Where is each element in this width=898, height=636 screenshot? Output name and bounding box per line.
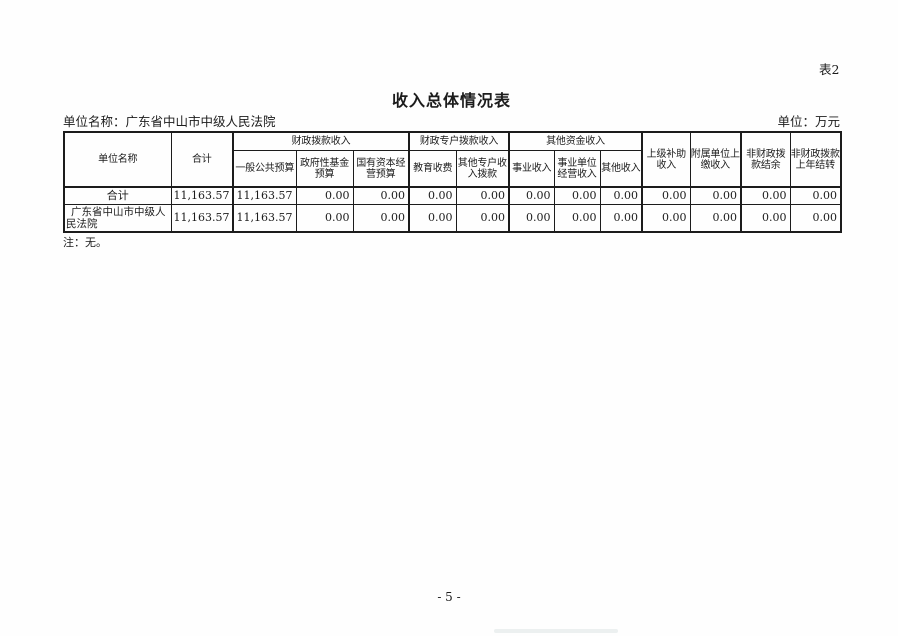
cell-education-fees: 0.00	[408, 186, 457, 205]
corner-label: 表2	[819, 62, 840, 77]
header-affiliated-units: 附属单位上缴收入	[689, 131, 742, 188]
header-superior-subsidy: 上级补助收入	[641, 131, 691, 188]
cell-non-fiscal-carryover: 0.00	[789, 186, 842, 205]
header-other-special-account: 其他专户收入拨款	[455, 150, 510, 188]
group-header-row: 单位名称 合计 财政拨款收入 财政专户拨款收入 其他资金收入 上级补助收入 附属…	[63, 131, 842, 188]
cell-other-income: 0.00	[599, 204, 643, 233]
header-business-income: 事业收入	[508, 150, 555, 188]
header-other-income: 其他收入	[599, 150, 643, 188]
cell-non-fiscal-carryover: 0.00	[789, 204, 842, 233]
cell-superior-subsidy: 0.00	[641, 204, 691, 233]
cell-business-income: 0.00	[508, 204, 555, 233]
cell-govt-fund-budget: 0.00	[295, 186, 354, 205]
cell-other-special-account: 0.00	[455, 186, 510, 205]
unit-name-label: 单位名称：广东省中山市中级人民法院	[63, 114, 276, 129]
cell-general-public-budget: 11,163.57	[232, 204, 297, 233]
income-table: 单位名称 合计 财政拨款收入 财政专户拨款收入 其他资金收入 上级补助收入 附属…	[63, 131, 843, 233]
header-non-fiscal-balance: 非财政拨款结余	[740, 131, 791, 188]
header-non-fiscal-carryover: 非财政拨款上年结转	[789, 131, 842, 188]
header-special-account-group: 财政专户拨款收入	[408, 131, 510, 151]
header-business-operating-income: 事业单位经营收入	[553, 150, 601, 188]
table-row-total: 合计 11,163.57 11,163.57 0.00 0.00 0.00 0.…	[63, 186, 842, 205]
table-row-court: 广东省中山市中级人民法院 11,163.57 11,163.57 0.00 0.…	[63, 204, 842, 233]
meta-row: 单位名称：广东省中山市中级人民法院 单位：万元	[63, 111, 840, 130]
cell-superior-subsidy: 0.00	[641, 186, 691, 205]
cell-total: 11,163.57	[170, 204, 234, 233]
cell-business-income: 0.00	[508, 186, 555, 205]
header-fiscal-group: 财政拨款收入	[231, 131, 410, 151]
sub-header-row: 一般公共预算 政府性基金预算 国有资本经营预算 教育收费 其他专户收入拨款 事业…	[64, 150, 841, 188]
scan-artifact	[494, 629, 618, 633]
header-state-capital-budget: 国有资本经营预算	[352, 150, 410, 188]
header-education-fees: 教育收费	[408, 150, 457, 188]
cell-other-income: 0.00	[599, 186, 643, 205]
header-general-public-budget: 一般公共预算	[232, 150, 297, 188]
header-unit-name: 单位名称	[63, 131, 172, 188]
cell-business-operating-income: 0.00	[553, 186, 601, 205]
cell-state-capital-budget: 0.00	[352, 186, 410, 205]
cell-state-capital-budget: 0.00	[352, 204, 410, 233]
cell-business-operating-income: 0.00	[553, 204, 601, 233]
cell-non-fiscal-balance: 0.00	[740, 186, 791, 205]
note: 注：无。	[63, 236, 107, 249]
row-label: 广东省中山市中级人民法院	[63, 204, 172, 233]
cell-affiliated-units: 0.00	[689, 186, 742, 205]
header-total: 合计	[170, 131, 234, 188]
cell-affiliated-units: 0.00	[689, 204, 742, 233]
unit-label: 单位：万元	[777, 114, 840, 129]
cell-non-fiscal-balance: 0.00	[740, 204, 791, 233]
cell-general-public-budget: 11,163.57	[232, 186, 297, 205]
cell-other-special-account: 0.00	[455, 204, 510, 233]
row-label: 合计	[63, 186, 172, 205]
cell-education-fees: 0.00	[408, 204, 457, 233]
header-other-funds-group: 其他资金收入	[508, 131, 643, 151]
header-govt-fund-budget: 政府性基金预算	[295, 150, 354, 188]
cell-total: 11,163.57	[170, 186, 234, 205]
page-title: 收入总体情况表	[391, 91, 511, 110]
page-number: - 5 -	[437, 590, 461, 604]
cell-govt-fund-budget: 0.00	[295, 204, 354, 233]
